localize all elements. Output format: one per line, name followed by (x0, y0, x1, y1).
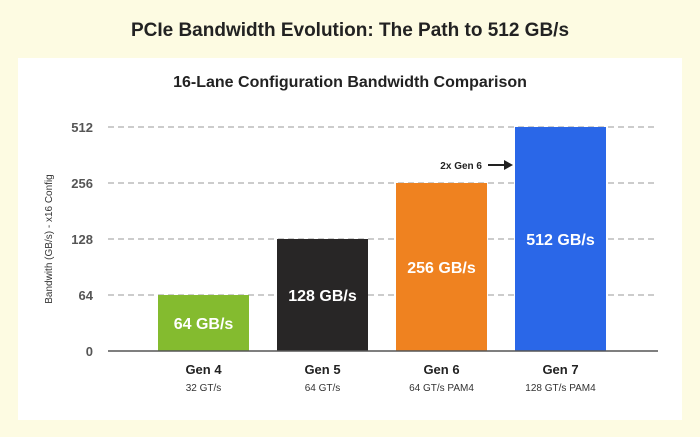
x-tick-sublabel: 64 GT/s PAM4 (409, 383, 474, 394)
bar-data-label: 128 GB/s (288, 288, 357, 305)
page-title: PCIe Bandwidth Evolution: The Path to 51… (130, 20, 570, 41)
bar-gen-6 (396, 183, 487, 351)
x-tick-sublabel: 32 GT/s (186, 383, 222, 394)
bar-data-label: 512 GB/s (526, 232, 595, 249)
y-tick-label: 0 (86, 344, 93, 359)
x-tick-label: Gen 7 (542, 362, 578, 377)
y-axis-label: Bandwith (GB/s) - x16 Config (44, 174, 55, 304)
x-tick-label: Gen 4 (185, 362, 222, 377)
x-tick-sublabel: 64 GT/s (305, 383, 341, 394)
x-tick-label: Gen 6 (423, 362, 459, 377)
y-tick-label: 128 (71, 232, 93, 247)
arrow-right-icon (504, 160, 513, 170)
bar-data-label: 64 GB/s (174, 316, 234, 333)
chart-title: 16-Lane Configuration Bandwidth Comparis… (173, 74, 527, 91)
y-tick-label: 512 (71, 120, 93, 135)
y-tick-label: 256 (71, 176, 93, 191)
bar-gen-4 (158, 295, 249, 351)
annotation-label: 2x Gen 6 (440, 161, 482, 172)
bar-gen-5 (277, 239, 368, 351)
x-tick-sublabel: 128 GT/s PAM4 (525, 383, 596, 394)
bar-data-label: 256 GB/s (407, 260, 476, 277)
y-tick-label: 64 (79, 288, 94, 303)
x-tick-label: Gen 5 (304, 362, 340, 377)
bar-gen-7 (515, 127, 606, 351)
